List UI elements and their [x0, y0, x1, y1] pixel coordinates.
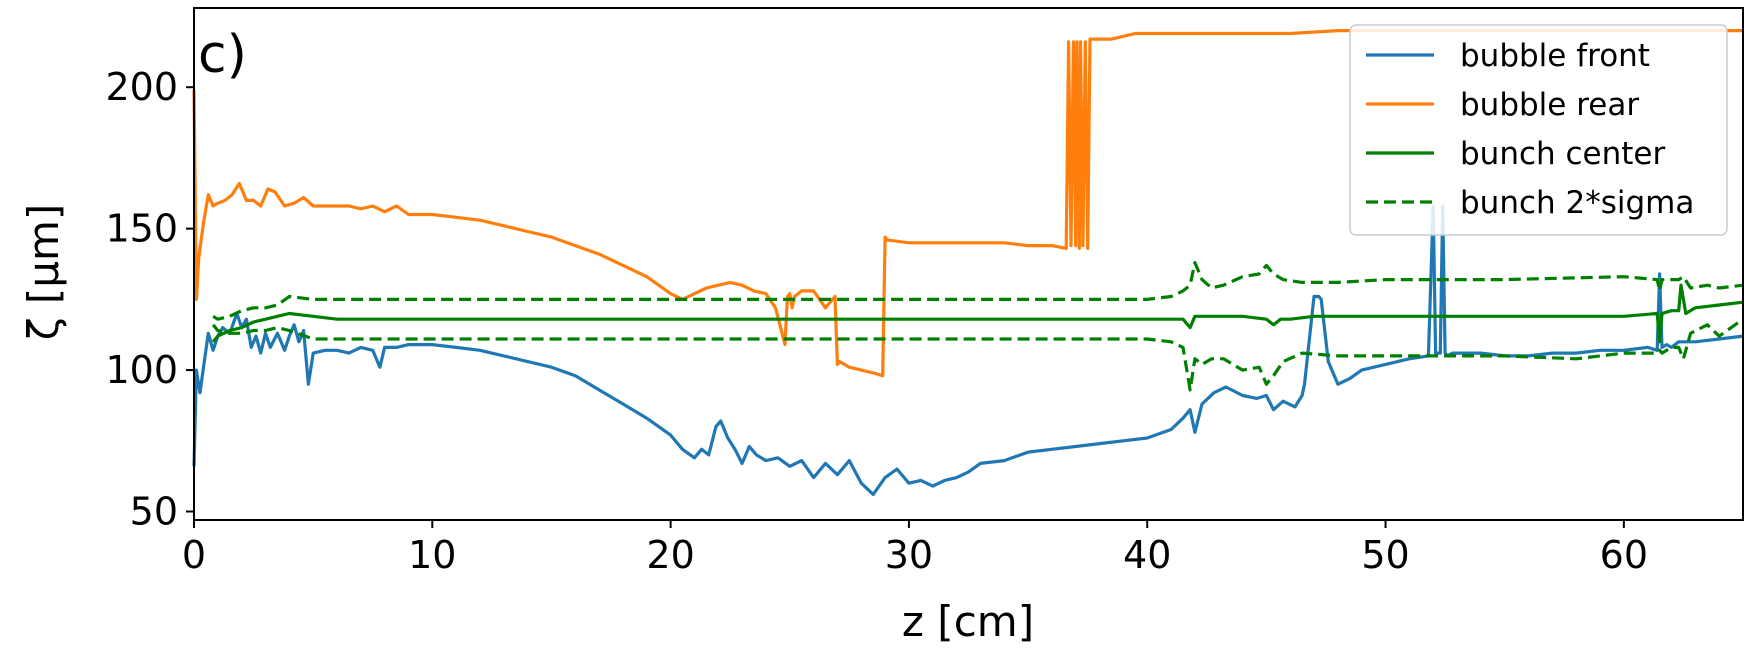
panel-label: c): [198, 25, 247, 85]
x-tick-label: 60: [1600, 533, 1648, 577]
series-layer: [192, 29, 1744, 497]
y-axis-ticks: 50 100 150 200: [105, 65, 194, 534]
y-tick-label: 150: [105, 207, 178, 251]
x-axis-label: z [cm]: [902, 597, 1034, 646]
legend-label: bubble rear: [1460, 87, 1639, 123]
x-tick-label: 20: [646, 533, 694, 577]
x-axis-ticks: 0 10 20 30 40 50 60: [182, 520, 1648, 577]
series-line-0: [192, 204, 1744, 497]
series-line-1: [192, 29, 1743, 378]
legend-label: bunch 2*sigma: [1460, 185, 1694, 221]
x-tick-label: 10: [408, 533, 456, 577]
series-line-2: [211, 283, 1744, 344]
legend-label: bubble front: [1460, 38, 1650, 74]
y-tick-label: 200: [105, 65, 178, 109]
legend-label: bunch center: [1460, 136, 1666, 172]
x-tick-label: 40: [1123, 533, 1171, 577]
series-line-4: [211, 317, 1744, 392]
y-tick-label: 100: [105, 348, 178, 392]
y-axis-label: ζ [μm]: [19, 204, 68, 341]
x-tick-label: 0: [182, 533, 206, 577]
plot-frame: [193, 7, 1744, 521]
y-tick-label: 50: [130, 490, 178, 534]
legend: bubble front bubble rear bunch center bunch…: [1349, 24, 1728, 236]
x-tick-label: 30: [885, 533, 933, 577]
legend-items: bubble front bubble rear bunch center bunch…: [1366, 38, 1694, 221]
legend-box: [1349, 24, 1728, 236]
x-tick-label: 50: [1361, 533, 1409, 577]
series-line-3: [212, 261, 1744, 321]
